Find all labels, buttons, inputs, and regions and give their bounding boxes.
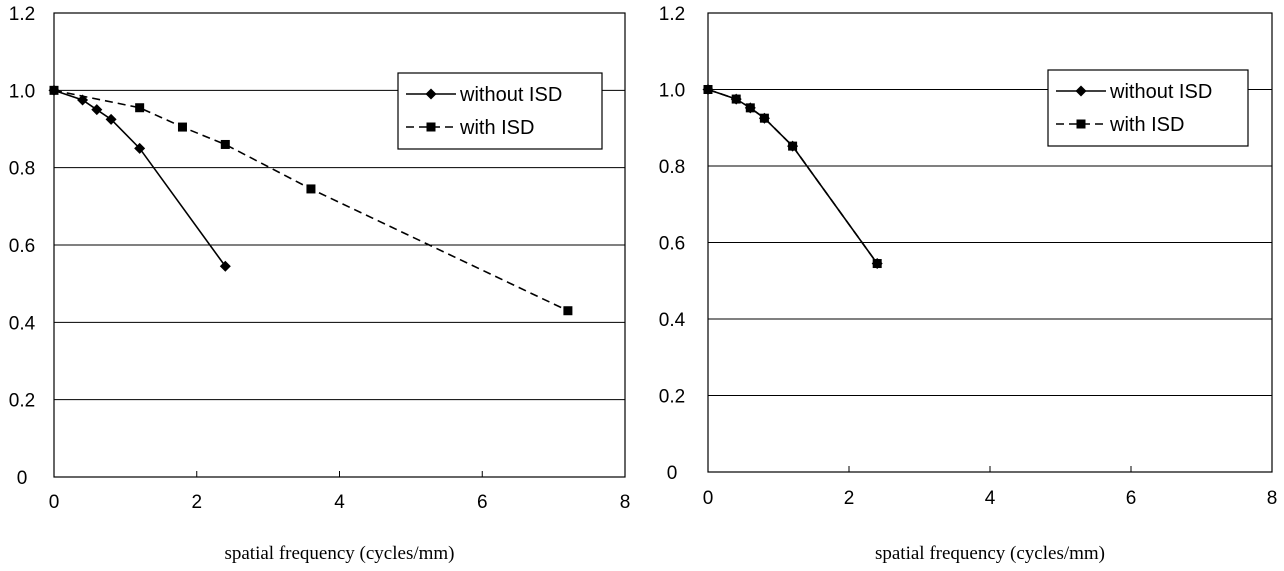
series-line [707,88,878,265]
series-without-isd [48,84,231,272]
x-axis-label: spatial frequency (cycles/mm) [224,543,454,564]
y-tick-label: 1.0 [9,81,35,102]
x-tick-label: 4 [334,492,345,513]
y-tick-label: 0 [667,463,678,484]
y-tick-label: 0.2 [9,391,35,412]
y-tick-label: 0.2 [659,387,685,408]
series-line [707,88,878,265]
y-tick-label: 0.6 [9,236,35,257]
x-axis-label: spatial frequency (cycles/mm) [875,543,1105,564]
x-tick-label: 0 [49,492,60,513]
data-point [134,142,146,154]
x-tick-label: 4 [985,488,996,509]
data-point [788,141,798,151]
data-point [759,113,769,123]
y-tick-label: 1.2 [9,4,35,25]
series-without-isd [702,84,883,270]
x-tick-label: 6 [477,492,488,513]
data-point [563,306,573,316]
y-tick-label: 0.6 [659,234,685,255]
x-tick-label: 6 [1126,488,1137,509]
y-tick-label: 0.4 [659,310,686,331]
legend: without ISD with ISD [1047,69,1249,147]
x-tick-label: 2 [844,488,855,509]
series-line [53,89,226,267]
y-tick-label: 0.8 [659,157,685,178]
data-point [177,122,187,132]
y-tick-label: 0.8 [9,159,35,180]
data-point [872,259,882,269]
legend-label: with ISD [459,117,534,139]
diamond-marker [1075,85,1087,97]
y-tick-label: 1.2 [659,4,685,25]
data-point [703,85,713,94]
data-point [220,139,230,149]
data-point [49,85,59,95]
legend-box [397,72,603,150]
x-tick-label: 0 [703,488,714,509]
y-tick-label: 1.0 [659,81,685,102]
x-tick-label: 2 [191,492,202,513]
legend-box [1047,69,1249,147]
data-point [105,113,117,125]
data-point [306,184,316,194]
legend-label: without ISD [1109,81,1212,103]
series-with-isd [49,85,573,316]
data-point [135,103,145,113]
y-tick-label: 0.4 [9,313,36,334]
data-point [731,94,741,104]
x-tick-label: 8 [1267,488,1278,509]
data-point [219,260,231,272]
diamond-marker [425,88,437,100]
chart-panel-2: 0 0.2 0.4 0.6 0.8 1.0 1.2 0 2 4 6 8 spatial frequenc… [659,4,1278,564]
series-line [53,89,569,312]
square-marker [1076,119,1086,129]
legend-label: without ISD [459,84,562,106]
square-marker [426,122,436,132]
legend-label: with ISD [1109,114,1184,136]
chart-panel-1: 0 0.2 0.4 0.6 0.8 1.0 1.2 0 2 4 6 8 spatial frequenc… [9,4,631,564]
legend: without ISD with ISD [397,72,603,150]
data-point [745,103,755,113]
series-with-isd [703,85,882,269]
x-tick-label: 8 [620,492,631,513]
y-tick-label: 0 [17,468,28,489]
data-point [91,104,103,116]
